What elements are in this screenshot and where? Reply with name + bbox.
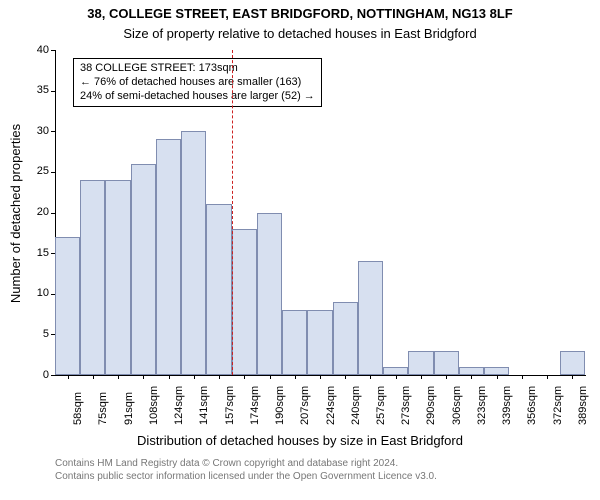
chart-title-address: 38, COLLEGE STREET, EAST BRIDGFORD, NOTT… [0,6,600,21]
histogram-bar [257,213,282,376]
footer-line2: Contains public sector information licen… [55,470,437,483]
x-tick-label: 389sqm [577,386,589,425]
histogram-bar [80,180,105,375]
x-tick-label: 323sqm [476,386,488,425]
x-tick [345,375,346,379]
footer-attribution: Contains HM Land Registry data © Crown c… [55,457,437,483]
x-tick [219,375,220,379]
y-tick-label: 5 [21,328,49,340]
y-tick-label: 0 [21,369,49,381]
x-tick [572,375,573,379]
x-tick-label: 124sqm [173,386,185,425]
x-tick-label: 157sqm [224,386,236,425]
y-tick-label: 35 [21,84,49,96]
y-tick-label: 10 [21,287,49,299]
histogram-bar [484,367,509,375]
x-tick [471,375,472,379]
annotation-line2: ← 76% of detached houses are smaller (16… [80,76,315,90]
x-tick-label: 141sqm [198,386,210,425]
x-tick-label: 240sqm [350,386,362,425]
y-tick-label: 30 [21,125,49,137]
x-tick [143,375,144,379]
x-tick [522,375,523,379]
x-tick [370,375,371,379]
x-tick [446,375,447,379]
x-tick-label: 190sqm [274,386,286,425]
x-tick-label: 257sqm [375,386,387,425]
histogram-bar [131,164,156,375]
histogram-bar [55,237,80,375]
x-tick [68,375,69,379]
annotation-line1: 38 COLLEGE STREET: 173sqm [80,62,315,76]
x-tick-label: 356sqm [526,386,538,425]
histogram-bar [232,229,257,375]
x-tick [118,375,119,379]
histogram-bar [408,351,433,375]
histogram-bar [383,367,408,375]
y-tick [51,131,55,132]
x-tick-label: 290sqm [425,386,437,425]
x-tick [421,375,422,379]
x-tick-label: 224sqm [325,386,337,425]
histogram-bar [434,351,459,375]
histogram-bar [206,204,231,375]
x-tick [270,375,271,379]
histogram-bar [105,180,130,375]
annotation-line3: 24% of semi-detached houses are larger (… [80,90,315,104]
x-tick [194,375,195,379]
chart-container: 38, COLLEGE STREET, EAST BRIDGFORD, NOTT… [0,0,600,500]
x-tick-label: 207sqm [299,386,311,425]
reference-line [232,50,233,375]
x-tick-label: 108sqm [148,386,160,425]
histogram-bar [282,310,307,375]
annotation-box: 38 COLLEGE STREET: 173sqm ← 76% of detac… [73,58,322,107]
x-tick-label: 75sqm [97,392,109,425]
x-tick [93,375,94,379]
histogram-bar [307,310,332,375]
x-axis-label: Distribution of detached houses by size … [0,433,600,448]
y-tick [51,172,55,173]
histogram-bar [181,131,206,375]
y-tick-label: 25 [21,165,49,177]
x-tick [396,375,397,379]
x-tick-label: 372sqm [552,386,564,425]
footer-line1: Contains HM Land Registry data © Crown c… [55,457,437,470]
x-tick-label: 339sqm [501,386,513,425]
x-tick [497,375,498,379]
chart-subtitle: Size of property relative to detached ho… [0,26,600,41]
x-tick-label: 58sqm [72,392,84,425]
y-tick [51,213,55,214]
y-tick-label: 20 [21,206,49,218]
histogram-bar [156,139,181,375]
y-tick-label: 40 [21,44,49,56]
x-tick-label: 91sqm [123,392,135,425]
x-tick [320,375,321,379]
y-tick [51,50,55,51]
x-tick-label: 306sqm [451,386,463,425]
y-tick-label: 15 [21,247,49,259]
x-tick [295,375,296,379]
histogram-bar [358,261,383,375]
x-tick [547,375,548,379]
histogram-bar [333,302,358,375]
x-tick [244,375,245,379]
histogram-bar [459,367,484,375]
histogram-bar [560,351,585,375]
x-tick-label: 174sqm [249,386,261,425]
y-tick [51,375,55,376]
x-tick-label: 273sqm [400,386,412,425]
y-tick [51,91,55,92]
x-tick [169,375,170,379]
